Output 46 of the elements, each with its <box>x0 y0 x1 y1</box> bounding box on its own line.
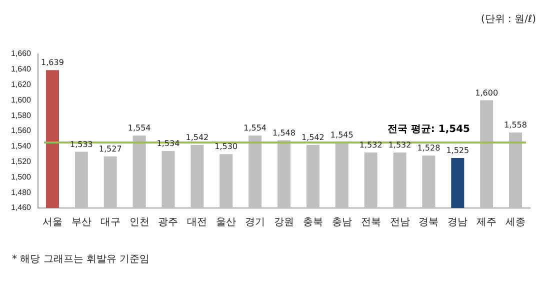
y-tick-label: 1,660 <box>10 49 32 58</box>
y-tick-label: 1,640 <box>10 64 32 74</box>
y-tick-label: 1,460 <box>10 203 32 212</box>
x-tick-label: 대구 <box>100 216 120 228</box>
data-label: 1,542 <box>301 132 324 142</box>
text: (단위 : 원/ℓ) <box>480 13 536 26</box>
text: * 해당 그래프는 휘발유 기준임 <box>12 253 150 266</box>
data-label: 1,527 <box>98 144 122 154</box>
x-tick-label: 경북 <box>418 216 439 228</box>
x-tick-label: 울산 <box>216 216 236 228</box>
data-label: 1,545 <box>330 130 354 140</box>
x-tick-label: 충남 <box>332 216 352 228</box>
y-tick-label: 1,480 <box>10 188 32 197</box>
y-tick-label: 1,500 <box>10 172 32 182</box>
data-label: 1,532 <box>388 140 412 150</box>
x-tick-label: 충북 <box>302 216 323 228</box>
data-label: 1,554 <box>128 124 151 133</box>
x-tick-label: 대전 <box>187 216 208 228</box>
y-tick-label: 1,600 <box>10 95 32 104</box>
x-tick-label: 부산 <box>71 216 92 228</box>
data-label: 1,548 <box>272 128 296 138</box>
y-tick-label: 1,540 <box>10 142 32 151</box>
data-label: 1,532 <box>359 140 382 150</box>
x-tick-label: 제주 <box>476 216 497 228</box>
data-label: 1,554 <box>244 124 267 133</box>
data-label: 1,528 <box>417 144 440 153</box>
x-tick-label: 전북 <box>360 216 381 228</box>
x-tick-label: 인천 <box>129 216 150 228</box>
data-label: 1,600 <box>475 88 498 98</box>
x-tick-label: 서울 <box>42 216 62 228</box>
y-tick-label: 1,620 <box>10 80 32 90</box>
x-tick-label: 경기 <box>245 216 266 228</box>
x-tick-label: 강원 <box>274 216 294 228</box>
x-tick-label: 세종 <box>506 216 526 228</box>
data-label: 1,558 <box>504 120 527 130</box>
data-label: 1,525 <box>446 146 470 156</box>
x-tick-label: 광주 <box>158 216 178 228</box>
data-label: 1,639 <box>41 58 64 68</box>
y-tick-label: 1,560 <box>10 126 32 136</box>
x-tick-label: 경남 <box>448 216 468 228</box>
y-tick-label: 1,580 <box>10 110 32 120</box>
data-label: 1,542 <box>186 132 209 142</box>
y-tick-label: 1,520 <box>10 157 32 166</box>
ref-line-label: 전국 평균: 1,545 <box>387 124 470 136</box>
x-tick-label: 전남 <box>390 216 410 228</box>
data-label: 1,530 <box>214 142 238 152</box>
